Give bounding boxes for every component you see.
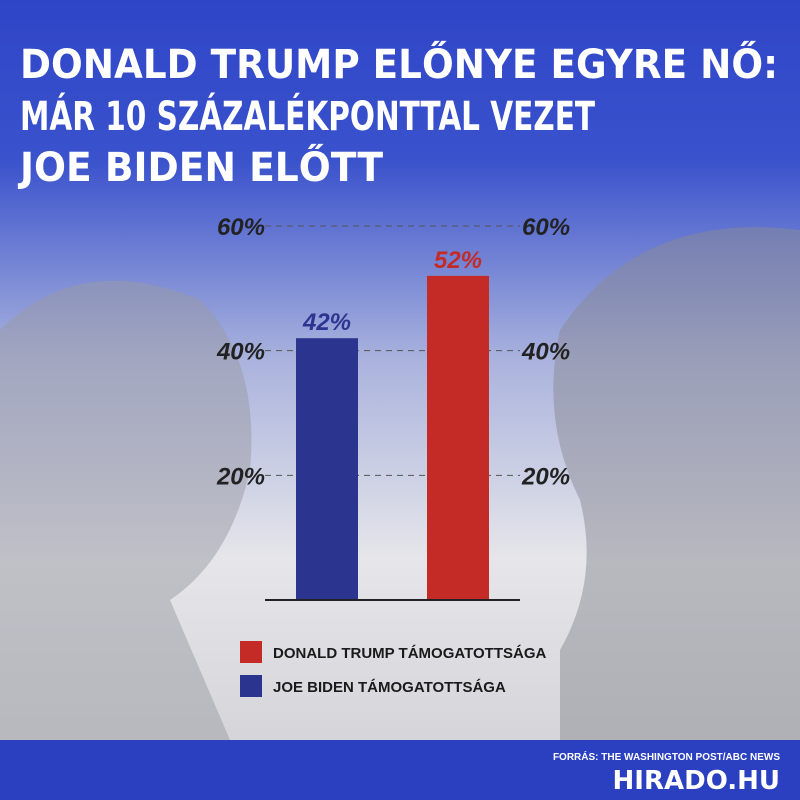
legend-label: DONALD TRUMP TÁMOGATOTTSÁGA (273, 645, 546, 662)
value-label: 42% (302, 309, 351, 336)
legend-swatch (240, 675, 262, 697)
y-tick-label: 20% (216, 463, 265, 490)
left-portrait (0, 280, 252, 740)
value-label: 52% (434, 247, 482, 274)
title-line: MÁR 10 SZÁZALÉKPONTTAL VEZET (20, 92, 596, 140)
y-tick-label: 60% (217, 214, 265, 241)
y-tick-label: 40% (216, 339, 265, 366)
footer-bar (0, 740, 800, 800)
legend-swatch (240, 641, 262, 663)
source: FORRÁS: THE WASHINGTON POST/ABC NEWS (553, 750, 780, 763)
y-tick-label-right: 60% (522, 214, 570, 241)
title-line: JOE BIDEN ELŐTT (17, 142, 383, 191)
right-portrait (553, 227, 800, 741)
bar (296, 338, 358, 600)
bar (427, 275, 489, 600)
title-line: DONALD TRUMP ELŐNYE EGYRE NŐ: (20, 39, 778, 88)
brand: HIRADO.HU (613, 766, 780, 796)
y-tick-label-right: 20% (521, 463, 570, 490)
y-tick-label-right: 40% (521, 339, 570, 366)
legend-label: JOE BIDEN TÁMOGATOTTSÁGA (273, 679, 506, 696)
